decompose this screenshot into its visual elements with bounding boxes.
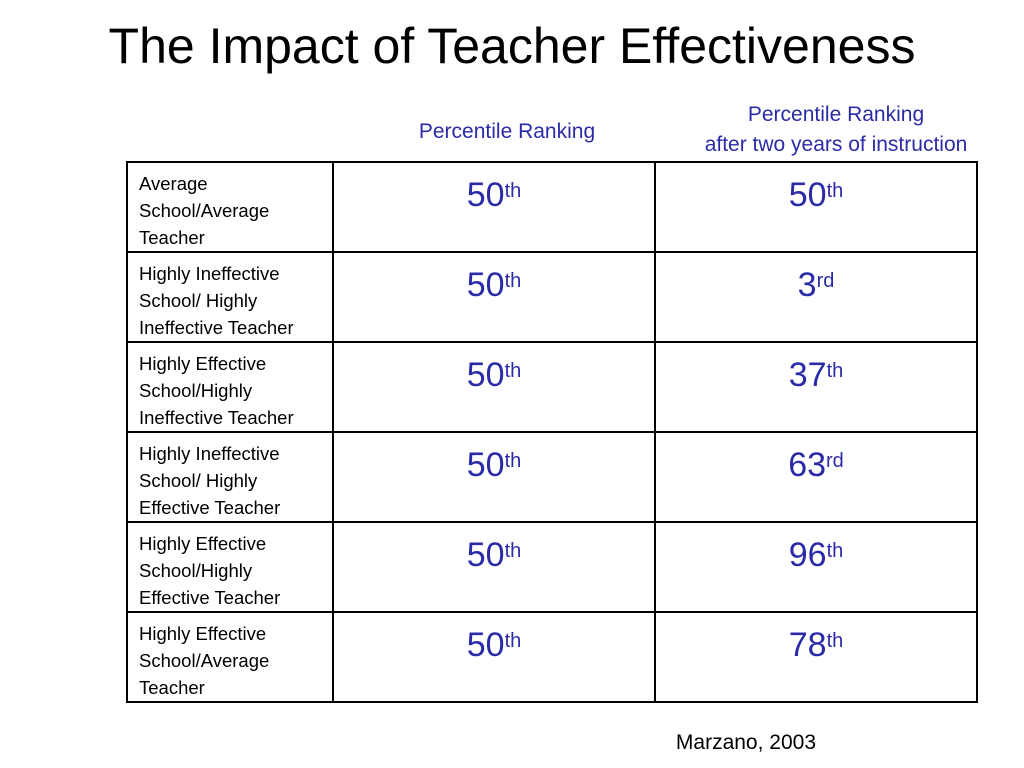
row-label-line: Average — [139, 173, 208, 194]
row-label: Average School/Average Teacher — [126, 161, 334, 253]
value-number: 50 — [466, 356, 505, 394]
row-label-line: Ineffective Teacher — [139, 407, 294, 428]
source-citation: Marzano, 2003 — [675, 731, 816, 754]
column-header-percentile-ranking: Percentile Ranking — [346, 117, 668, 147]
row-label-line: School/Highly — [139, 380, 253, 401]
value-suffix: th — [826, 180, 844, 202]
value-suffix: th — [504, 630, 522, 652]
start-percentile-value: 50th — [467, 265, 522, 305]
row-label-line: Effective Teacher — [139, 497, 281, 518]
value-number: 50 — [466, 446, 505, 484]
value-suffix: th — [504, 360, 522, 382]
table-row: Highly Ineffective School/ Highly Ineffe… — [126, 251, 978, 343]
after-percentile-value: 3rd — [798, 265, 835, 305]
row-label: Highly Effective School/Highly Effective… — [126, 521, 334, 613]
row-label: Highly Ineffective School/ Highly Ineffe… — [126, 251, 334, 343]
row-label-line: Teacher — [139, 677, 205, 698]
value-number: 50 — [466, 176, 505, 214]
value-number: 50 — [466, 536, 505, 574]
row-label-line: Ineffective Teacher — [139, 317, 294, 338]
after-percentile-cell: 96th — [654, 521, 978, 613]
row-label-line: Effective Teacher — [139, 587, 281, 608]
value-number: 3 — [797, 266, 817, 304]
value-number: 78 — [788, 626, 827, 664]
value-suffix: th — [826, 630, 844, 652]
row-label-line: Teacher — [139, 227, 205, 248]
after-percentile-value: 37th — [789, 355, 844, 395]
value-suffix: th — [504, 270, 522, 292]
value-number: 96 — [788, 536, 827, 574]
after-percentile-cell: 37th — [654, 341, 978, 433]
value-suffix: rd — [826, 450, 844, 472]
value-number: 37 — [788, 356, 827, 394]
value-number: 50 — [466, 266, 505, 304]
row-label: Highly Effective School/Average Teacher — [126, 611, 334, 703]
ranking-table: Average School/Average Teacher 50th 50th… — [126, 161, 978, 703]
start-percentile-cell: 50th — [332, 161, 656, 253]
start-percentile-cell: 50th — [332, 611, 656, 703]
value-suffix: th — [504, 540, 522, 562]
start-percentile-value: 50th — [467, 625, 522, 665]
table-row: Highly Ineffective School/ Highly Effect… — [126, 431, 978, 523]
start-percentile-cell: 50th — [332, 521, 656, 613]
row-label-line: School/Average — [139, 650, 270, 671]
start-percentile-cell: 50th — [332, 251, 656, 343]
row-label-line: School/ Highly — [139, 290, 258, 311]
after-percentile-cell: 50th — [654, 161, 978, 253]
column-header-line-2: after two years of instruction — [704, 133, 968, 156]
row-label-line: School/ Highly — [139, 470, 258, 491]
row-label-line: Highly Ineffective — [139, 443, 280, 464]
after-percentile-value: 63rd — [788, 445, 844, 485]
row-label: Highly Effective School/Highly Ineffecti… — [126, 341, 334, 433]
after-percentile-value: 50th — [789, 175, 844, 215]
table-row: Average School/Average Teacher 50th 50th — [126, 161, 978, 253]
value-number: 50 — [466, 626, 505, 664]
row-label-line: Highly Effective — [139, 533, 267, 554]
row-label-line: School/Highly — [139, 560, 253, 581]
table-row: Highly Effective School/Average Teacher … — [126, 611, 978, 703]
after-percentile-value: 96th — [789, 535, 844, 575]
value-number: 63 — [788, 446, 827, 484]
after-percentile-value: 78th — [789, 625, 844, 665]
value-suffix: th — [504, 450, 522, 472]
slide-title: The Impact of Teacher Effectiveness — [108, 18, 916, 74]
value-suffix: th — [504, 180, 522, 202]
after-percentile-cell: 78th — [654, 611, 978, 703]
after-percentile-cell: 63rd — [654, 431, 978, 523]
start-percentile-cell: 50th — [332, 431, 656, 523]
start-percentile-cell: 50th — [332, 341, 656, 433]
value-number: 50 — [788, 176, 827, 214]
value-suffix: rd — [816, 270, 835, 292]
after-percentile-cell: 3rd — [654, 251, 978, 343]
value-suffix: th — [826, 360, 844, 382]
row-label-line: Highly Effective — [139, 623, 267, 644]
row-label-line: School/Average — [139, 200, 270, 221]
row-label-line: Highly Effective — [139, 353, 267, 374]
column-header-line-1: Percentile Ranking — [747, 103, 925, 126]
row-label-line: Highly Ineffective — [139, 263, 280, 284]
start-percentile-value: 50th — [467, 355, 522, 395]
start-percentile-value: 50th — [467, 445, 522, 485]
start-percentile-value: 50th — [467, 535, 522, 575]
table-row: Highly Effective School/Highly Effective… — [126, 521, 978, 613]
column-header-label: Percentile Ranking — [418, 120, 596, 143]
table-row: Highly Effective School/Highly Ineffecti… — [126, 341, 978, 433]
value-suffix: th — [826, 540, 844, 562]
column-header-after-two-years: Percentile Ranking after two years of in… — [668, 100, 1004, 160]
row-label: Highly Ineffective School/ Highly Effect… — [126, 431, 334, 523]
start-percentile-value: 50th — [467, 175, 522, 215]
